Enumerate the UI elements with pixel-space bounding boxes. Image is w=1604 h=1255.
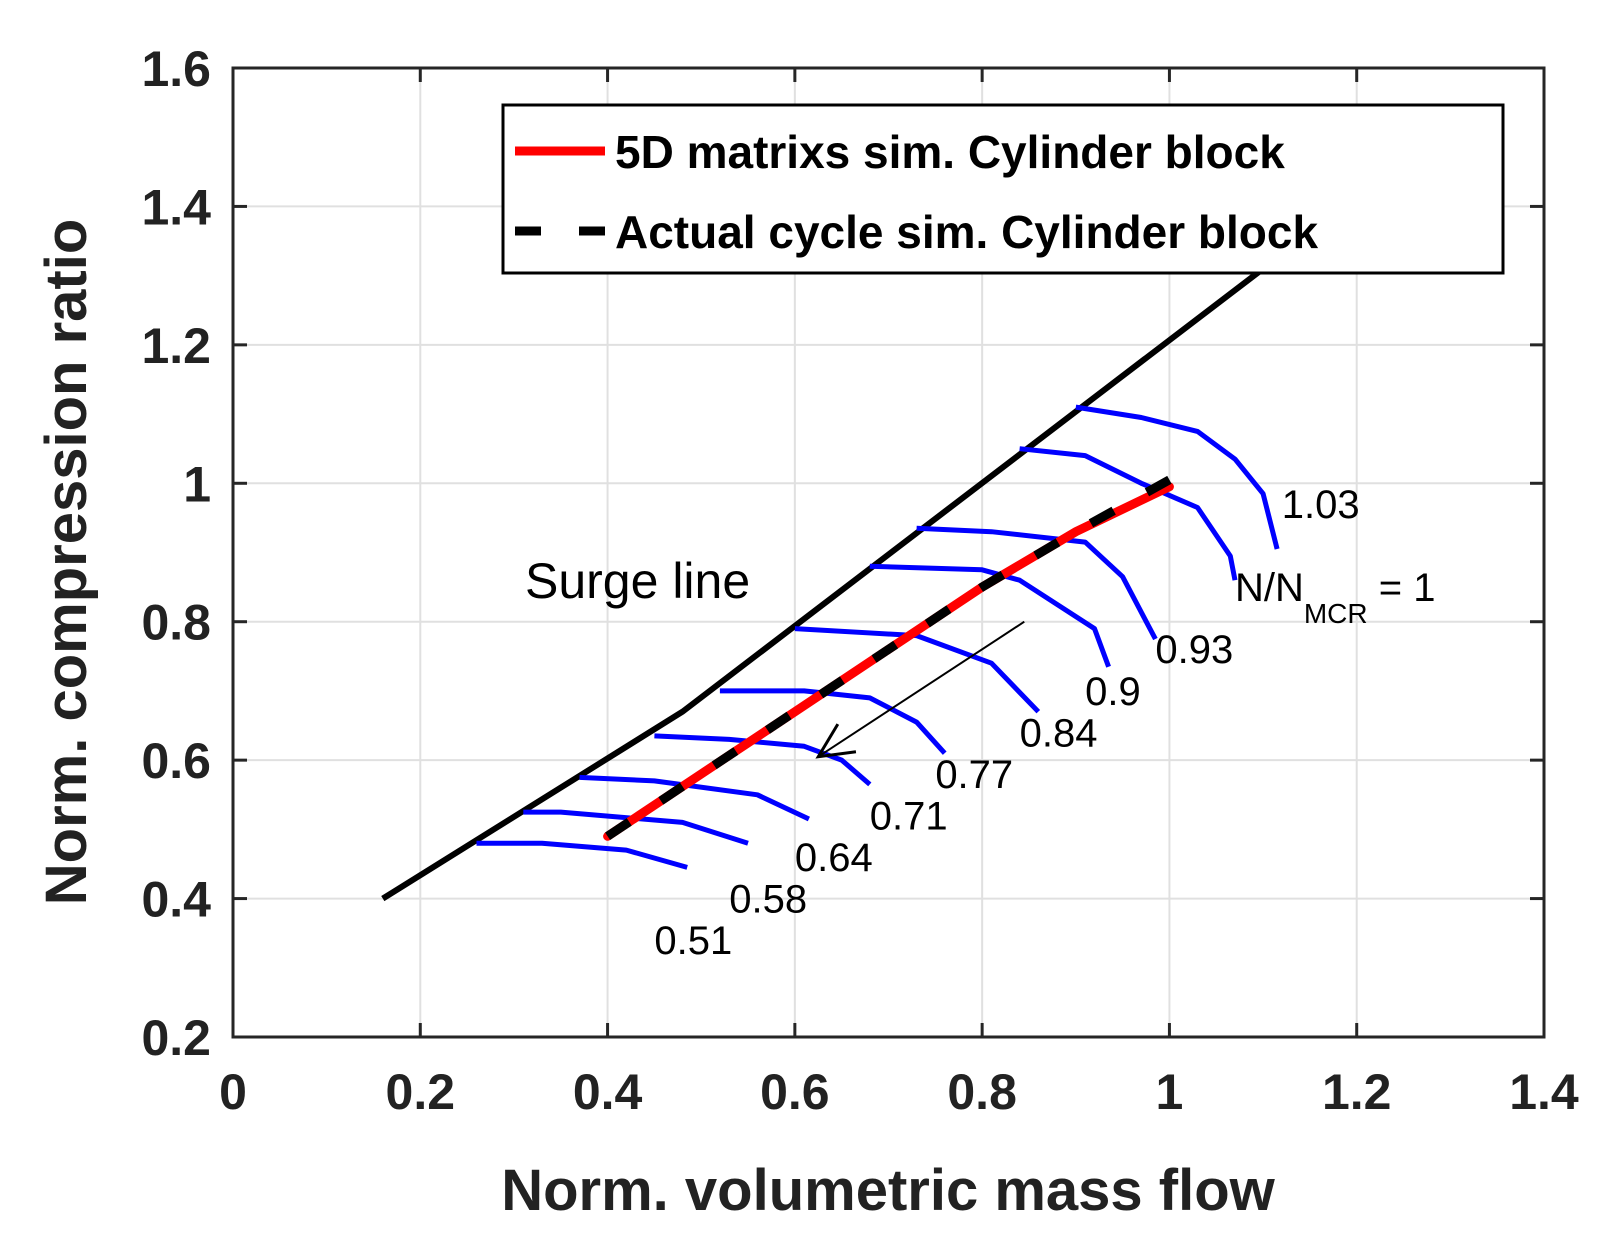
speed-line (523, 809, 749, 846)
speed-line (1019, 446, 1238, 581)
y-tick-label: 0.4 (141, 872, 211, 928)
y-tick-label: 1.4 (141, 179, 211, 235)
y-tick-label: 1.2 (141, 318, 211, 374)
speed-label: 0.84 (1020, 711, 1098, 755)
trend-arrow-shaft (817, 620, 1025, 758)
speed-label-subscript: MCR (1304, 598, 1368, 629)
speed-label-tail: = 1 (1368, 566, 1436, 610)
x-tick-label: 0.8 (947, 1064, 1017, 1120)
trend-arrow-head (815, 723, 857, 759)
axis-ticks: 0 0.2 0.4 0.6 0.8 1 1.2 1.40.20.40.60.811.21.41… (141, 41, 1578, 1120)
x-tick-label: 0.2 (386, 1064, 456, 1120)
legend-label-actual: Actual cycle sim. Cylinder block (615, 206, 1318, 258)
speed-label: 0.71 (870, 794, 948, 838)
x-tick-label: 1.4 (1509, 1064, 1579, 1120)
speed-label: 0.77 (935, 753, 1013, 797)
speed-line (719, 688, 947, 755)
x-tick-label: 0.6 (760, 1064, 830, 1120)
speed-label: 0.64 (795, 836, 873, 880)
legend: 5D matrixs sim. Cylinder block Actual cy… (501, 103, 1505, 275)
operating-line-actual (605, 475, 1172, 841)
curves (381, 266, 1280, 902)
surge-line-label: Surge line (525, 553, 750, 609)
speed-label: N/NMCR = 1 (1235, 566, 1436, 629)
x-axis-title: Norm. volumetric mass flow (501, 1158, 1275, 1223)
speed-line (869, 563, 1111, 668)
speed-label: 0.9 (1085, 670, 1141, 714)
speed-line (579, 774, 810, 822)
speed-label-main: N/N (1235, 566, 1304, 610)
speed-label: 1.03 (1282, 483, 1360, 527)
speed-line (1075, 404, 1280, 550)
x-tick-label: 1.2 (1322, 1064, 1392, 1120)
y-tick-label: 0.6 (141, 733, 211, 789)
x-tick-label: 0.4 (573, 1064, 643, 1120)
y-tick-label: 0.2 (141, 1010, 211, 1066)
legend-box (501, 103, 1505, 275)
y-tick-label: 0.8 (141, 595, 211, 651)
speed-label: 0.93 (1155, 628, 1233, 672)
y-tick-label: 1.6 (141, 41, 211, 97)
surge-line (381, 266, 1265, 902)
y-axis-title: Norm. compression ratio (34, 219, 99, 905)
speed-line (794, 626, 1041, 714)
x-tick-label: 0 (219, 1064, 247, 1120)
x-tick-label: 1 (1156, 1064, 1184, 1120)
speed-label: 0.58 (729, 877, 807, 921)
legend-label-5d: 5D matrixs sim. Cylinder block (615, 126, 1285, 178)
speed-line (654, 733, 872, 787)
plot-frame (231, 66, 1546, 1039)
speed-label: 0.51 (654, 919, 732, 963)
speed-line (476, 840, 688, 870)
speed-line (916, 525, 1158, 641)
y-tick-label: 1 (183, 456, 211, 512)
